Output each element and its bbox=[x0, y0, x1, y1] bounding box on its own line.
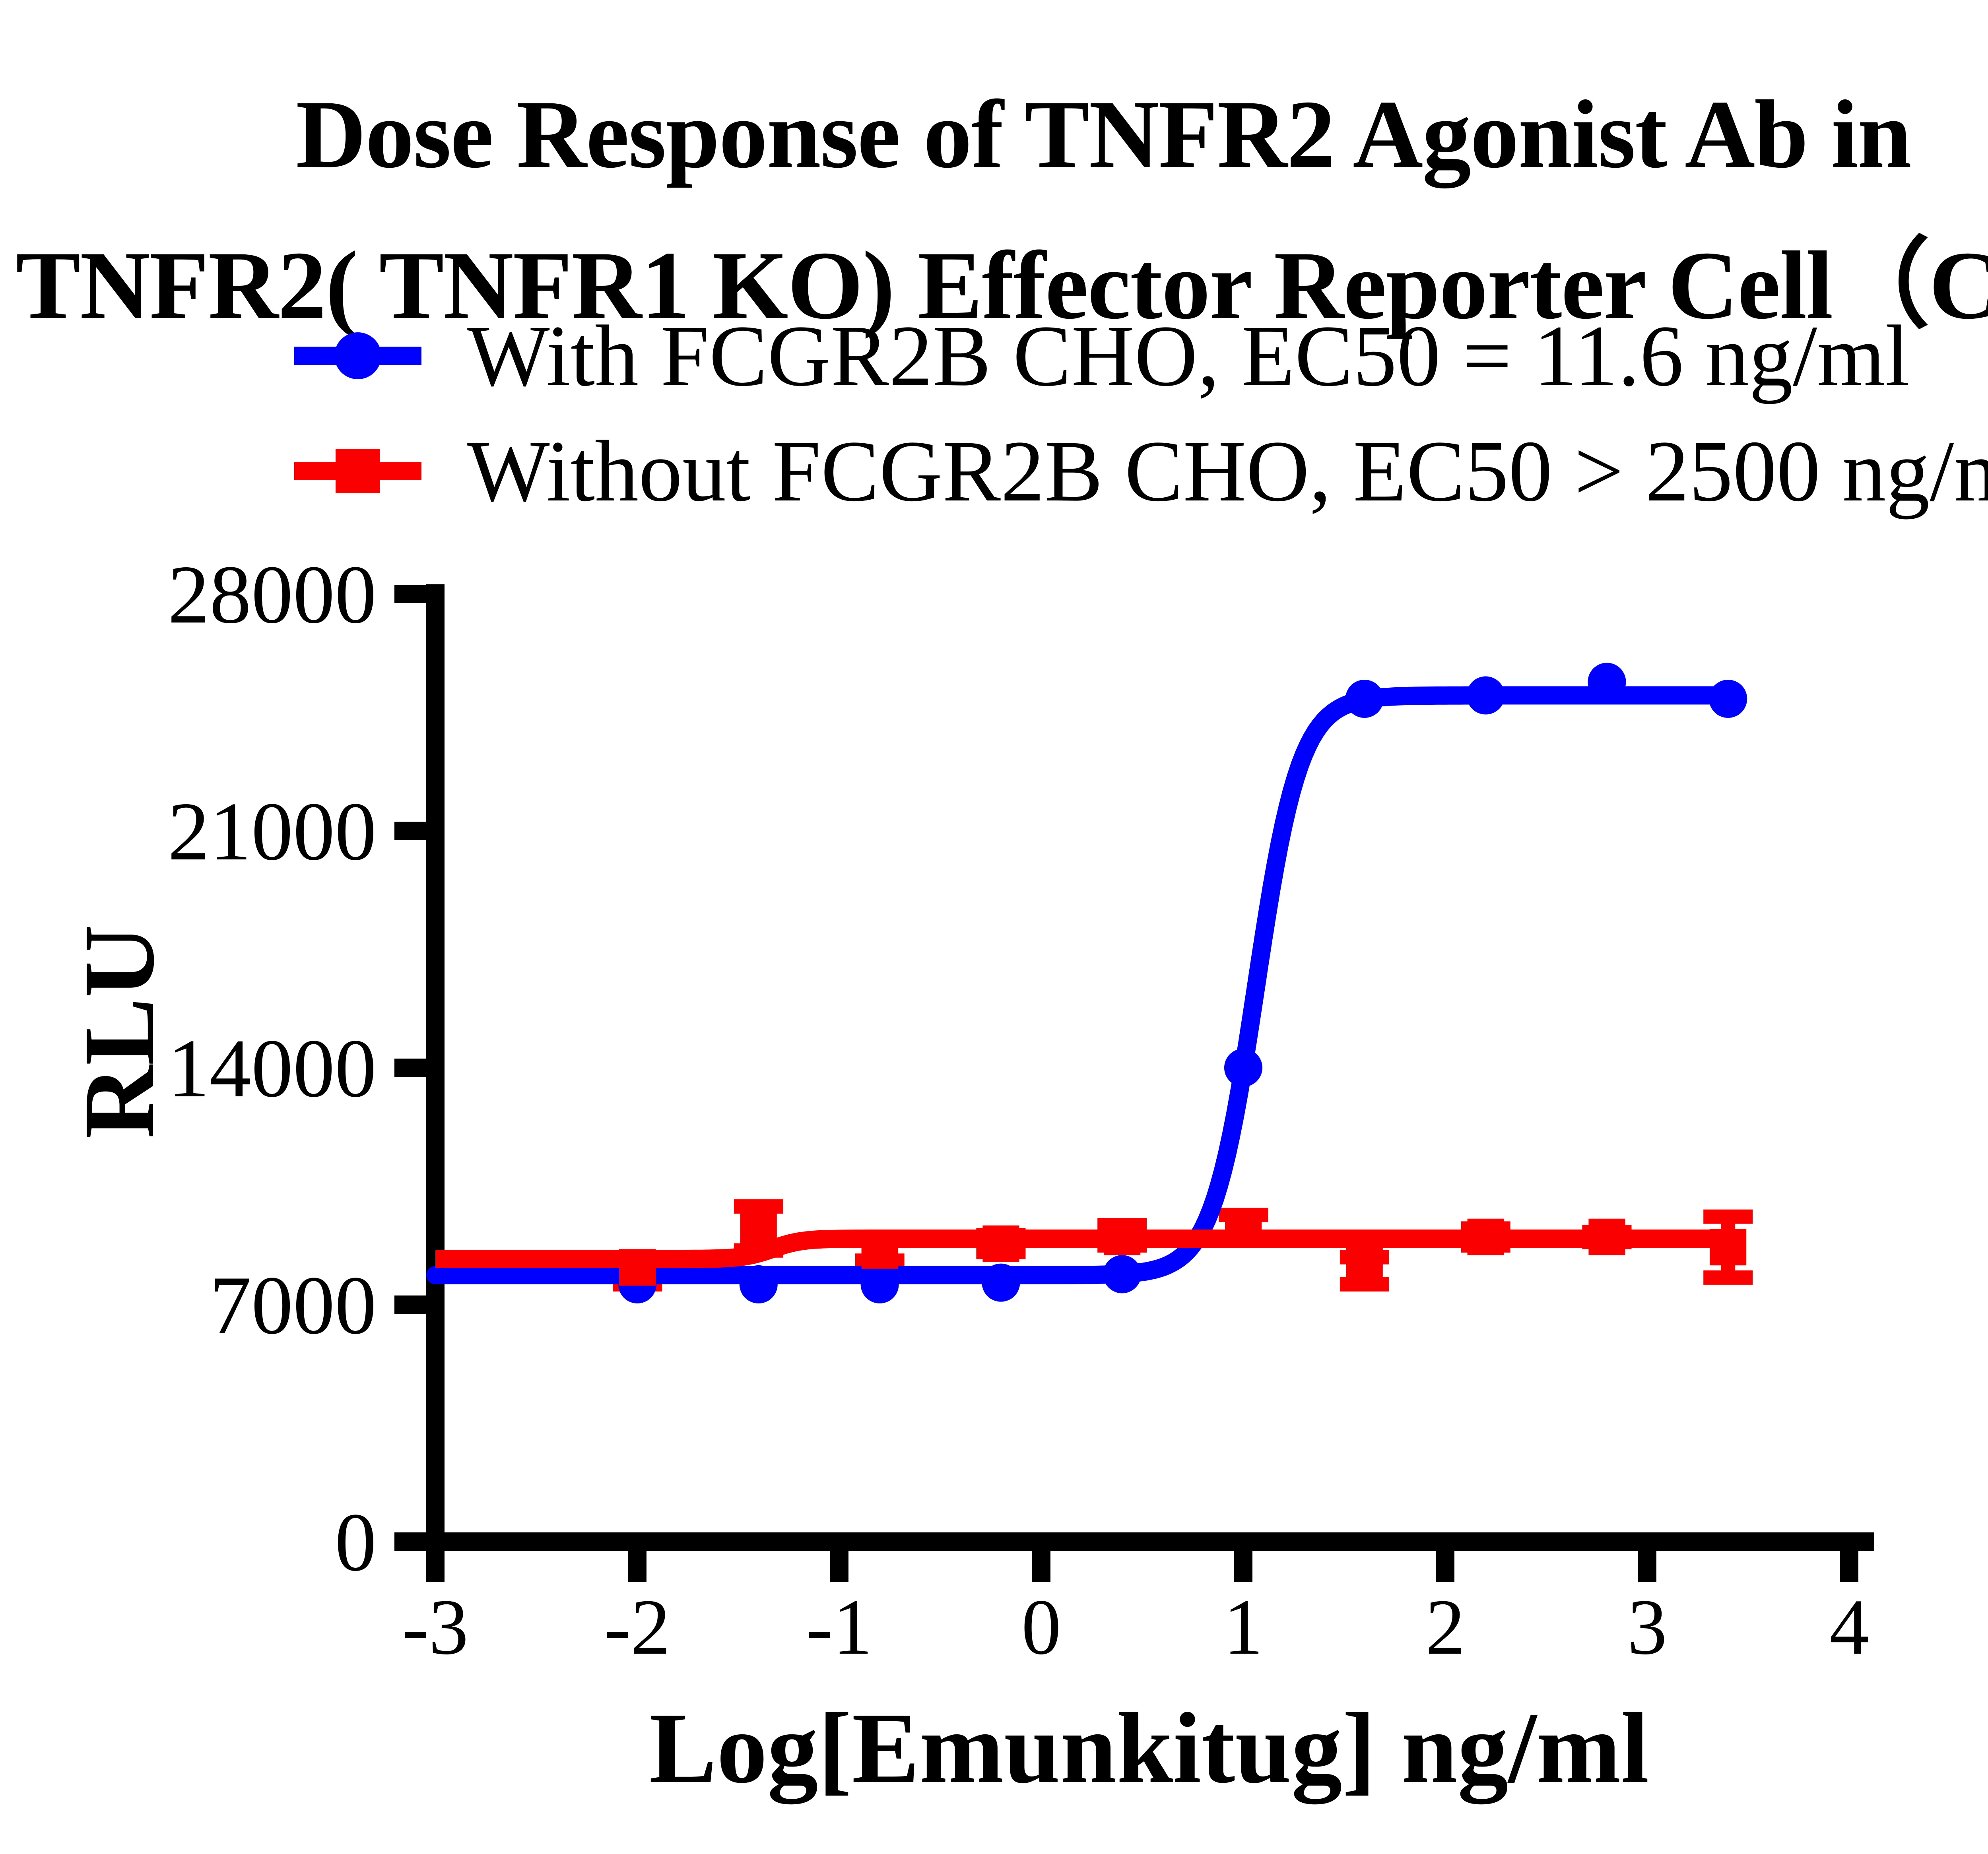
x-tick-label: -1 bbox=[806, 1583, 873, 1671]
x-tick bbox=[1234, 1551, 1252, 1582]
legend-circle-blue bbox=[334, 332, 381, 379]
red-data-point bbox=[1467, 1218, 1504, 1255]
x-tick bbox=[1840, 1551, 1858, 1582]
x-tick-label: 4 bbox=[1829, 1583, 1869, 1671]
chart-title-line1: Dose Response of TNFR2 Agonist Ab in bbox=[296, 80, 1912, 188]
y-tick-label: 7000 bbox=[210, 1259, 377, 1352]
x-tick-label: 3 bbox=[1627, 1583, 1667, 1671]
chart-title: Dose Response of TNFR2 Agonist Ab in TNF… bbox=[0, 59, 1988, 361]
y-axis-spine bbox=[426, 584, 445, 1551]
red-data-point bbox=[1710, 1229, 1747, 1266]
y-tick bbox=[394, 1295, 426, 1314]
red-data-point bbox=[740, 1212, 777, 1249]
legend-item-without-fcgr2b: Without FCGR2B CHO, EC50 > 2500 ng/ml bbox=[294, 421, 1988, 521]
x-tick bbox=[1436, 1551, 1454, 1582]
y-tick bbox=[394, 822, 426, 840]
legend-marker-blue-circle-icon bbox=[294, 328, 421, 384]
x-axis-title: Log[Emunkitug] ng/ml bbox=[649, 1692, 1649, 1804]
legend-label-without-fcgr2b: Without FCGR2B CHO, EC50 > 2500 ng/ml bbox=[467, 422, 1988, 520]
legend: With FCGR2B CHO, EC50 = 11.6 ng/ml Witho… bbox=[294, 306, 1988, 521]
red-data-point bbox=[1104, 1218, 1141, 1255]
x-tick bbox=[1638, 1551, 1656, 1582]
x-tick-label: 1 bbox=[1223, 1583, 1263, 1671]
x-tick-label: 0 bbox=[1021, 1583, 1061, 1671]
red-data-point bbox=[1588, 1218, 1625, 1255]
x-tick-label: -3 bbox=[402, 1583, 469, 1671]
x-tick bbox=[628, 1551, 646, 1582]
chart-title-line2: TNFR2( TNFR1 KO) Effector Reporter Cell（… bbox=[16, 231, 1988, 339]
blue-data-point bbox=[1709, 679, 1747, 718]
x-tick bbox=[1032, 1551, 1050, 1582]
y-tick bbox=[394, 585, 426, 603]
blue-data-point bbox=[1466, 676, 1505, 715]
blue-data-point bbox=[1345, 679, 1384, 718]
x-tick-label: 2 bbox=[1425, 1583, 1465, 1671]
blue-data-point bbox=[739, 1265, 778, 1303]
blue-fit-curve bbox=[426, 686, 1738, 1284]
y-tick-label: 14000 bbox=[168, 1022, 377, 1115]
legend-label-with-fcgr2b: With FCGR2B CHO, EC50 = 11.6 ng/ml bbox=[467, 307, 1910, 404]
red-data-point bbox=[982, 1225, 1019, 1262]
legend-item-with-fcgr2b: With FCGR2B CHO, EC50 = 11.6 ng/ml bbox=[294, 306, 1988, 405]
red-data-point bbox=[619, 1249, 656, 1286]
red-data-point bbox=[1225, 1210, 1262, 1247]
blue-data-point bbox=[1224, 1049, 1262, 1087]
red-data-point bbox=[861, 1232, 898, 1269]
y-tick bbox=[394, 1059, 426, 1077]
x-axis-spine bbox=[426, 1532, 1874, 1551]
blue-data-point bbox=[1588, 663, 1626, 701]
x-tick-label: -2 bbox=[604, 1583, 671, 1671]
y-axis-title: RLU bbox=[63, 924, 175, 1139]
x-tick bbox=[830, 1551, 848, 1582]
y-tick-label: 21000 bbox=[168, 785, 377, 878]
x-tick bbox=[426, 1551, 445, 1582]
blue-data-point bbox=[1103, 1255, 1142, 1294]
y-tick-label: 0 bbox=[335, 1496, 377, 1588]
legend-marker-red-square-icon bbox=[294, 443, 421, 499]
y-tick-label: 28000 bbox=[168, 549, 377, 641]
legend-square-red bbox=[336, 449, 380, 493]
y-tick bbox=[394, 1532, 426, 1551]
blue-data-point bbox=[982, 1263, 1020, 1302]
red-data-point bbox=[1346, 1244, 1383, 1281]
blue-data-point bbox=[860, 1265, 899, 1303]
